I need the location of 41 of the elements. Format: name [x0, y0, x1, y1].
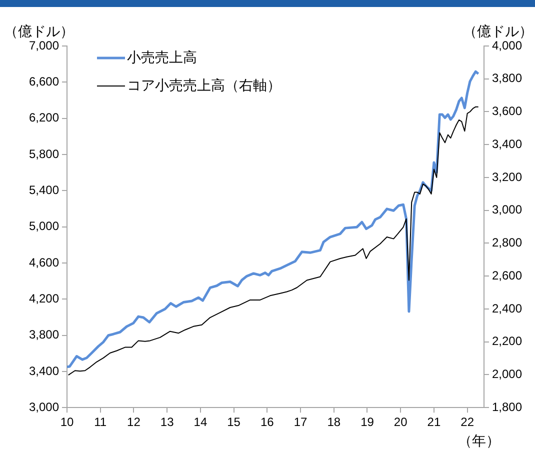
y2-tick-label: 1,800: [492, 400, 522, 414]
x-tick-label: 18: [327, 415, 341, 430]
legend-label: コア小売売上高（右軸）: [127, 76, 281, 93]
x-tick-label: 17: [294, 415, 308, 430]
y-tick-label: 5,400: [28, 182, 60, 197]
y-tick-label: 4,200: [28, 291, 60, 306]
x-tick-label: 19: [360, 415, 374, 430]
legend-label: 小売売上高: [127, 48, 197, 65]
y2-tick-label: 2,400: [492, 301, 522, 316]
y2-tick-label: 4,000: [492, 38, 522, 52]
x-tick-label: 22: [460, 415, 474, 430]
y2-tick-label: 2,600: [492, 268, 522, 282]
y2-tick-label: 2,200: [492, 334, 522, 348]
y-tick-label: 3,000: [28, 400, 60, 414]
y2-tick-label: 3,200: [492, 170, 522, 184]
y-tick-label: 3,800: [28, 328, 60, 342]
y2-tick-label: 3,600: [492, 104, 522, 118]
x-tick-label: 15: [227, 415, 241, 430]
y2-tick-label: 2,800: [492, 236, 522, 250]
y-tick-label: 6,600: [28, 74, 60, 88]
x-tick-label: 10: [60, 415, 74, 430]
y-axis-title: （億ドル）: [4, 22, 74, 39]
y-tick-label: 5,800: [28, 146, 60, 161]
y2-tick-label: 3,000: [492, 202, 522, 217]
x-tick-label: 11: [94, 415, 107, 430]
x-tick-label: 14: [194, 415, 208, 430]
x-tick-label: 20: [394, 415, 408, 430]
y2-tick-label: 2,000: [492, 367, 522, 382]
y-tick-label: 5,000: [28, 219, 60, 234]
x-tick-label: 21: [427, 415, 441, 430]
x-tick-label: 12: [127, 415, 141, 430]
y-tick-label: 7,000: [28, 38, 60, 52]
y2-axis-title: （億ドル）: [463, 22, 533, 39]
y-tick-label: 3,400: [28, 364, 60, 378]
y2-tick-label: 3,400: [492, 136, 522, 151]
x-axis-title: （年）: [458, 432, 500, 448]
y-tick-label: 6,200: [28, 110, 60, 125]
x-tick-label: 13: [160, 415, 174, 430]
y2-tick-label: 3,800: [492, 71, 522, 86]
x-tick-label: 16: [260, 415, 274, 430]
y-tick-label: 4,600: [28, 255, 60, 270]
